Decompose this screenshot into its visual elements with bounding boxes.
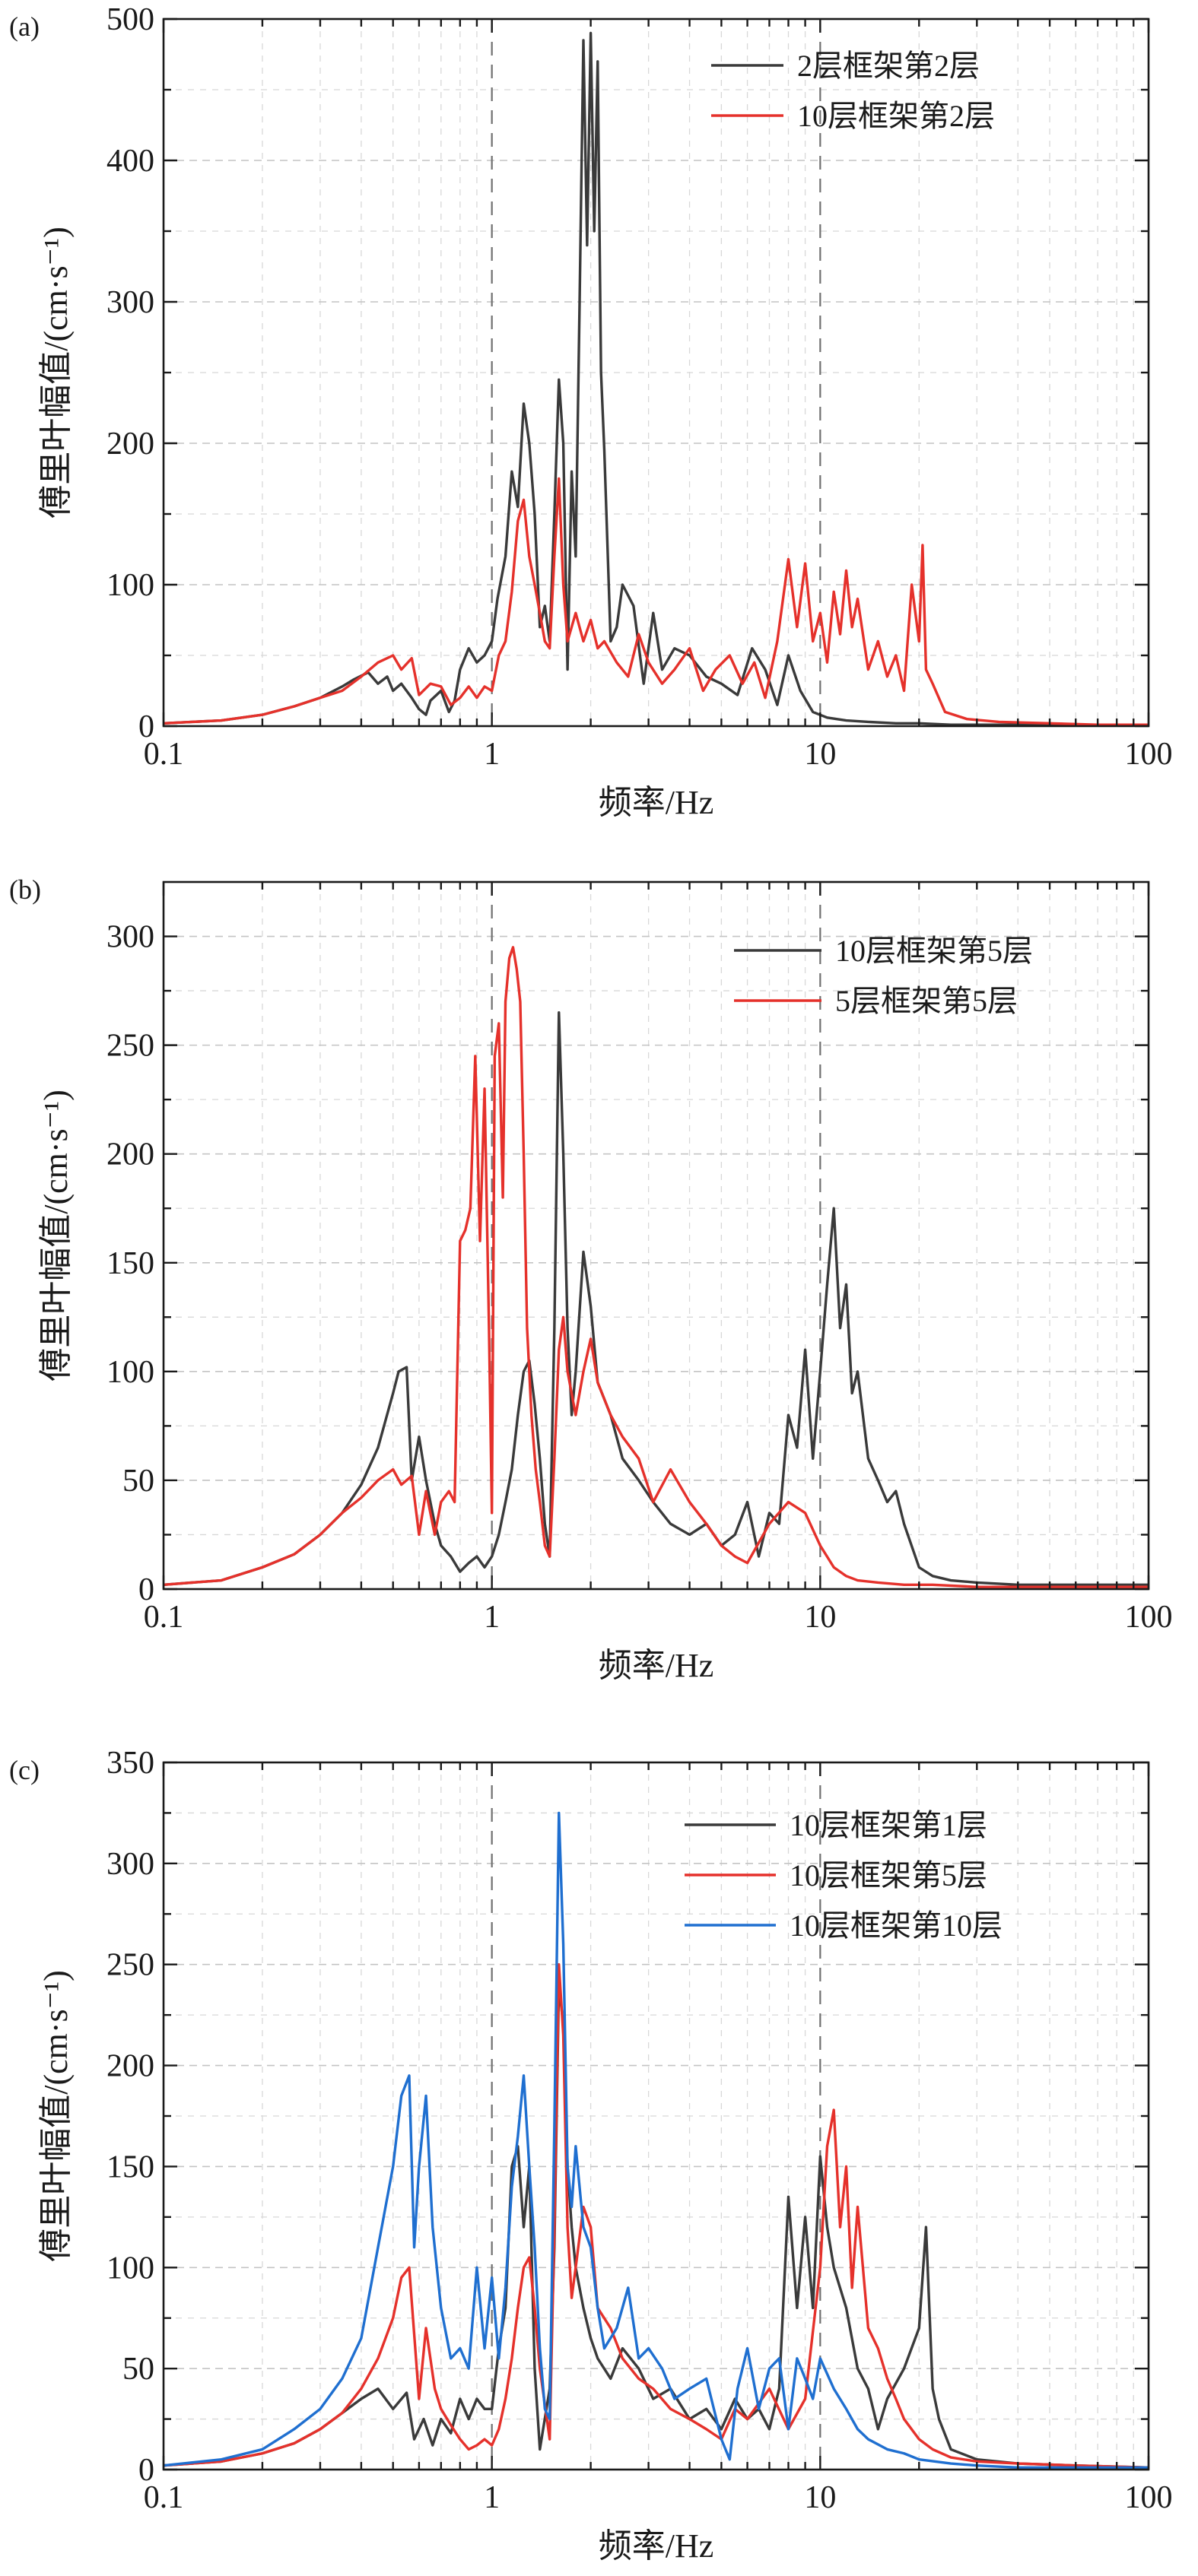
y-tick-label: 300 bbox=[106, 920, 154, 955]
x-tick-label: 10 bbox=[804, 737, 836, 772]
y-tick-label: 200 bbox=[106, 1137, 154, 1172]
x-axis: 0.1 1 10 100 bbox=[144, 1762, 1173, 2515]
y-tick-label: 500 bbox=[106, 2, 154, 37]
y-tick-label: 200 bbox=[106, 427, 154, 462]
y-tick-label: 150 bbox=[106, 1246, 154, 1281]
y-tick-label: 0 bbox=[138, 709, 154, 744]
panel-label: (c) bbox=[9, 1755, 40, 1785]
chart-panel-1: 0.1 1 10 100 0 100 200 300 400 500 频率/Hz 傅里叶幅值/(cm·… bbox=[9, 2, 1173, 821]
y-axis: 0 100 200 300 400 500 bbox=[106, 2, 1149, 744]
legend-label: 2层框架第2层 bbox=[797, 49, 980, 83]
x-tick-label: 10 bbox=[804, 1600, 836, 1635]
x-tick-label: 1 bbox=[484, 737, 500, 772]
x-tick-label: 10 bbox=[804, 2480, 836, 2515]
legend: 10层框架第1层 10层框架第5层 10层框架第10层 bbox=[685, 1808, 1003, 1943]
series-line-2 bbox=[164, 1963, 1149, 2470]
y-tick-label: 250 bbox=[106, 1948, 154, 1983]
x-tick-label: 100 bbox=[1125, 2480, 1173, 2515]
legend: 10层框架第5层 5层框架第5层 bbox=[734, 934, 1033, 1018]
x-axis-title: 频率/Hz bbox=[599, 1647, 714, 1684]
y-axis-title: 傅里叶幅值/(cm·s⁻¹) bbox=[37, 1970, 75, 2261]
x-tick-label: 0.1 bbox=[144, 2480, 184, 2515]
series-line-1 bbox=[164, 1983, 1149, 2470]
x-tick-label: 1 bbox=[484, 2480, 500, 2515]
y-tick-label: 0 bbox=[138, 2453, 154, 2488]
y-tick-label: 300 bbox=[106, 285, 154, 320]
x-axis: 0.1 1 10 100 bbox=[144, 882, 1173, 1635]
y-axis-title: 傅里叶幅值/(cm·s⁻¹) bbox=[37, 1090, 75, 1381]
x-axis-title: 频率/Hz bbox=[599, 784, 714, 821]
legend-label: 5层框架第5层 bbox=[835, 984, 1018, 1018]
chart-panel-3: 0.1 1 10 100 0 50 100 150 200 250 300 350 频率/Hz 傅里叶幅值… bbox=[9, 1746, 1173, 2565]
legend: 2层框架第2层 10层框架第2层 bbox=[711, 49, 995, 133]
series-group bbox=[164, 1811, 1149, 2470]
y-axis: 0 50 100 150 200 250 300 350 bbox=[106, 1746, 1149, 2488]
x-tick-label: 100 bbox=[1125, 737, 1173, 772]
chart-panel-2: 0.1 1 10 100 0 50 100 150 200 250 300 频率/Hz 傅里叶幅值/(c… bbox=[9, 874, 1173, 1684]
y-tick-label: 300 bbox=[106, 1847, 154, 1882]
y-tick-label: 50 bbox=[122, 1464, 154, 1499]
x-axis: 0.1 1 10 100 bbox=[144, 19, 1173, 772]
x-tick-label: 100 bbox=[1125, 1600, 1173, 1635]
legend-label: 10层框架第1层 bbox=[790, 1808, 987, 1842]
legend-label: 10层框架第5层 bbox=[790, 1858, 987, 1892]
plot-frame bbox=[162, 880, 1150, 1591]
series-group bbox=[164, 946, 1149, 1588]
y-tick-label: 0 bbox=[138, 1572, 154, 1607]
series-line-3 bbox=[164, 1811, 1149, 2470]
series-line-2 bbox=[164, 946, 1149, 1588]
y-tick-label: 250 bbox=[106, 1029, 154, 1064]
grid bbox=[164, 1762, 1149, 2470]
y-tick-label: 100 bbox=[106, 2251, 154, 2286]
series-group bbox=[164, 31, 1149, 726]
y-tick-label: 350 bbox=[106, 1746, 154, 1781]
y-tick-label: 100 bbox=[106, 1355, 154, 1390]
x-tick-label: 1 bbox=[484, 1600, 500, 1635]
y-tick-label: 400 bbox=[106, 144, 154, 179]
series-line-1 bbox=[164, 1010, 1149, 1586]
panel-label: (a) bbox=[9, 11, 40, 42]
series-line-2 bbox=[164, 477, 1149, 726]
grid bbox=[164, 19, 1149, 726]
y-tick-label: 50 bbox=[122, 2352, 154, 2387]
x-tick-label: 0.1 bbox=[144, 737, 184, 772]
series-line-1 bbox=[164, 31, 1149, 726]
y-axis-title: 傅里叶幅值/(cm·s⁻¹) bbox=[37, 227, 75, 518]
legend-label: 10层框架第5层 bbox=[835, 934, 1033, 968]
panel-label: (b) bbox=[9, 874, 41, 905]
y-axis: 0 50 100 150 200 250 300 bbox=[106, 920, 1149, 1607]
legend-label: 10层框架第10层 bbox=[790, 1908, 1003, 1943]
y-tick-label: 100 bbox=[106, 568, 154, 603]
y-tick-label: 200 bbox=[106, 2049, 154, 2084]
x-tick-label: 0.1 bbox=[144, 1600, 184, 1635]
grid bbox=[164, 882, 1149, 1589]
y-tick-label: 150 bbox=[106, 2149, 154, 2184]
x-axis-title: 频率/Hz bbox=[599, 2527, 714, 2565]
legend-label: 10层框架第2层 bbox=[797, 99, 995, 133]
